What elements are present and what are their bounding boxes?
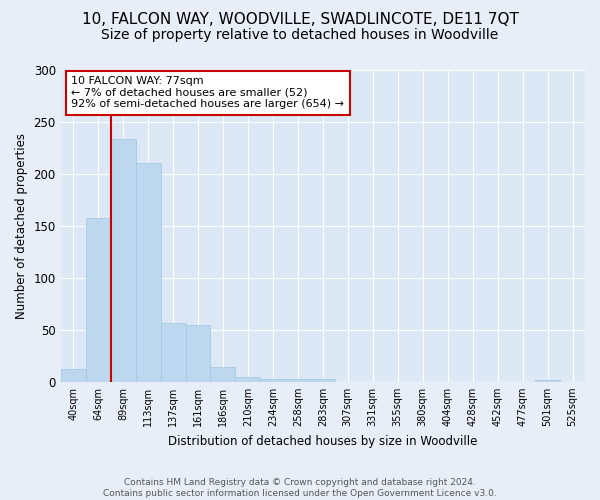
Text: 10 FALCON WAY: 77sqm
← 7% of detached houses are smaller (52)
92% of semi-detach: 10 FALCON WAY: 77sqm ← 7% of detached ho… [71,76,344,110]
Bar [86,218,110,382]
Bar [136,162,161,382]
X-axis label: Distribution of detached houses by size in Woodville: Distribution of detached houses by size … [168,434,478,448]
Bar [535,380,560,382]
Y-axis label: Number of detached properties: Number of detached properties [15,133,28,319]
Text: Contains HM Land Registry data © Crown copyright and database right 2024.
Contai: Contains HM Land Registry data © Crown c… [103,478,497,498]
Bar [310,378,335,382]
Bar [110,138,136,382]
Text: 10, FALCON WAY, WOODVILLE, SWADLINCOTE, DE11 7QT: 10, FALCON WAY, WOODVILLE, SWADLINCOTE, … [82,12,518,28]
Text: Size of property relative to detached houses in Woodville: Size of property relative to detached ho… [101,28,499,42]
Bar [260,378,286,382]
Bar [235,376,260,382]
Bar [185,324,211,382]
Bar [286,378,310,382]
Bar [211,368,235,382]
Bar [161,322,185,382]
Bar [61,370,86,382]
